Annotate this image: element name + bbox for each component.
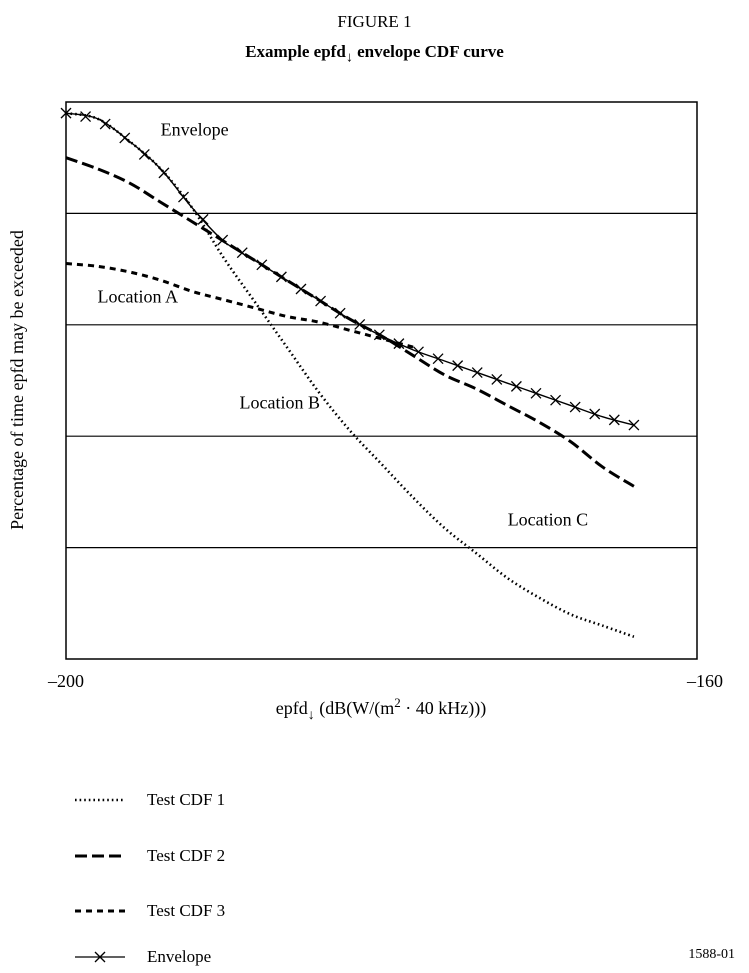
envelope-marker bbox=[80, 111, 92, 123]
x-tick-label: –200 bbox=[47, 671, 84, 691]
envelope-marker bbox=[413, 346, 424, 358]
series-group bbox=[60, 107, 640, 638]
envelope-marker bbox=[452, 360, 464, 372]
envelope-marker bbox=[550, 394, 562, 406]
x-axis-label-prefix: epfd bbox=[276, 698, 308, 718]
chart-title-subscript: ↓ bbox=[345, 49, 353, 66]
envelope-marker bbox=[491, 373, 503, 385]
envelope-marker bbox=[138, 148, 150, 160]
plot-frame bbox=[65, 101, 698, 660]
legend-swatch-dashed bbox=[75, 854, 125, 858]
x-axis-label: epfd↓ (dB(W/(m2 · 40 kHz))) bbox=[276, 695, 486, 723]
envelope-marker bbox=[628, 419, 640, 431]
envelope-marker bbox=[178, 191, 189, 203]
envelope-marker bbox=[334, 307, 346, 319]
legend-label: Test CDF 3 bbox=[147, 901, 226, 920]
series-line-envelope bbox=[65, 112, 635, 426]
envelope-marker bbox=[256, 259, 268, 271]
envelope-marker bbox=[60, 107, 72, 119]
envelope-marker bbox=[158, 167, 170, 179]
x-tick-label: –160 bbox=[686, 671, 723, 691]
legend-item-envelope: Envelope bbox=[75, 942, 211, 972]
legend-swatch-cross-line bbox=[75, 951, 125, 963]
envelope-marker bbox=[373, 329, 385, 341]
annotation-location-c: Location C bbox=[508, 509, 588, 529]
chart-title-suffix: envelope CDF curve bbox=[352, 42, 504, 61]
envelope-marker bbox=[217, 234, 229, 246]
envelope-marker bbox=[608, 414, 620, 426]
x-axis-label-mid: (dB(W/(m bbox=[315, 698, 394, 719]
envelope-marker bbox=[275, 271, 287, 283]
x-axis-label-superscript: 2 bbox=[394, 695, 401, 710]
annotation-location-a: Location A bbox=[98, 287, 178, 307]
figure-number: FIGURE 1 bbox=[337, 12, 412, 31]
chart-title-prefix: Example epfd bbox=[245, 42, 346, 61]
annotation-envelope: Envelope bbox=[161, 119, 229, 139]
x-axis-label-suffix: · 40 kHz))) bbox=[401, 698, 486, 719]
envelope-marker bbox=[569, 401, 581, 413]
envelope-marker bbox=[393, 338, 405, 350]
envelope-marker bbox=[315, 295, 327, 307]
figure-code: 1588-01 bbox=[688, 947, 735, 962]
envelope-marker bbox=[530, 387, 542, 399]
legend-swatch-short-dashed bbox=[75, 909, 125, 913]
envelope-marker bbox=[510, 380, 522, 392]
gridlines bbox=[66, 212, 697, 549]
envelope-marker bbox=[99, 118, 111, 130]
series-line-test-cdf-2 bbox=[65, 156, 635, 488]
legend-label: Test CDF 1 bbox=[147, 790, 226, 809]
annotation-location-b: Location B bbox=[240, 392, 320, 412]
series-line-test-cdf-1 bbox=[65, 111, 635, 638]
envelope-marker bbox=[471, 367, 483, 378]
envelope-marker bbox=[589, 408, 601, 420]
chart-title: Example epfd↓ envelope CDF curve bbox=[0, 42, 749, 66]
x-axis-label-subscript: ↓ bbox=[308, 708, 315, 723]
legend-swatch-dotted bbox=[75, 798, 125, 802]
y-axis-label: Percentage of time epfd may be exceeded bbox=[7, 230, 27, 530]
legend-item-test-cdf-2: Test CDF 2 bbox=[75, 841, 225, 871]
envelope-marker bbox=[236, 247, 248, 259]
annotations-group: Envelope Location A Location B Location C bbox=[98, 119, 589, 529]
series-line-test-cdf-3 bbox=[65, 262, 414, 349]
legend-label: Test CDF 2 bbox=[147, 846, 226, 865]
x-tick-labels: –200 –160 bbox=[47, 671, 723, 691]
legend-label: Envelope bbox=[147, 947, 212, 966]
envelope-marker bbox=[354, 318, 366, 330]
envelope-marker bbox=[197, 213, 209, 225]
envelope-marker bbox=[119, 132, 131, 144]
envelope-marker bbox=[432, 353, 444, 365]
legend-item-test-cdf-1: Test CDF 1 bbox=[75, 785, 225, 815]
envelope-marker bbox=[295, 283, 307, 295]
legend-item-test-cdf-3: Test CDF 3 bbox=[75, 896, 225, 926]
